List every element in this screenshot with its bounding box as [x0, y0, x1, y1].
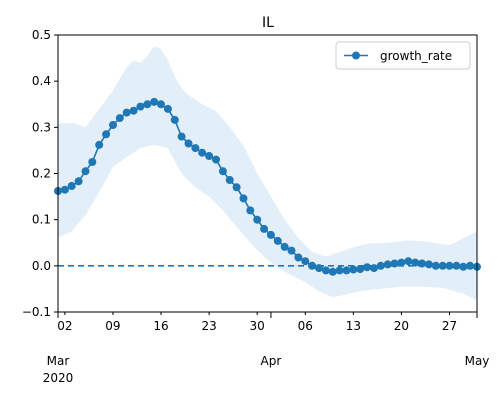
data-point [109, 121, 117, 129]
data-point [184, 139, 193, 148]
data-point [356, 265, 365, 274]
confidence-band-layer [58, 46, 477, 301]
legend-label: growth_rate [380, 49, 452, 63]
data-point [342, 266, 351, 275]
data-point [411, 258, 420, 267]
x-minor-tick-label: 20 [394, 319, 409, 333]
data-point [452, 261, 461, 270]
y-tick-label: 0.0 [32, 259, 51, 273]
data-point [294, 253, 303, 262]
data-point [170, 115, 179, 124]
data-point [397, 258, 406, 267]
data-point [212, 155, 220, 164]
data-point [390, 259, 399, 268]
x-major-tick-label: May [465, 354, 490, 368]
data-point [376, 261, 385, 270]
data-point [431, 261, 440, 270]
data-point [157, 100, 165, 109]
data-point [67, 182, 76, 190]
data-point [370, 264, 378, 273]
data-point [191, 144, 200, 153]
data-point [81, 167, 90, 176]
data-point [88, 158, 97, 166]
x-major-tick-label: Mar [47, 354, 70, 368]
data-point [308, 261, 317, 270]
data-point [301, 257, 310, 266]
x-minor-tick-label: 27 [442, 319, 457, 333]
y-tick-label: 0.3 [32, 120, 51, 134]
data-point [239, 194, 248, 203]
x-minor-tick-label: 23 [201, 319, 216, 333]
data-point [60, 185, 69, 194]
data-point [150, 97, 159, 106]
legend-box [335, 41, 471, 70]
x-minor-tick-label: 06 [298, 319, 313, 333]
x-major-tick-label: Apr [261, 354, 282, 368]
data-point [232, 183, 241, 192]
data-point [163, 104, 172, 113]
x-minor-tick-label: 02 [57, 319, 72, 333]
y-tick-label: 0.5 [32, 28, 51, 42]
y-tick-label: −0.1 [22, 305, 51, 319]
data-point [321, 266, 330, 275]
data-point [102, 130, 111, 139]
data-point [438, 261, 447, 270]
data-point [198, 148, 207, 157]
data-point [287, 246, 296, 255]
data-point [383, 260, 392, 269]
y-tick-label: 0.1 [32, 213, 51, 227]
data-point [424, 260, 433, 269]
data-point [253, 215, 262, 224]
data-point [136, 102, 145, 111]
y-tick-label: 0.2 [32, 167, 51, 181]
data-point [115, 114, 124, 123]
x-minor-tick-label: 09 [105, 319, 120, 333]
data-point [280, 242, 289, 251]
x-minor-tick-label: 13 [346, 319, 361, 333]
data-point [205, 152, 214, 160]
axes-layer: −0.1 0.0 0.1 0.2 0.3 0.4 0.5 02 09 16 23 30 06 13 20 27… [22, 28, 490, 385]
data-point [459, 262, 468, 271]
data-point [143, 100, 152, 109]
data-point [260, 224, 269, 233]
data-point [74, 177, 83, 186]
data-point [349, 265, 358, 274]
data-point [95, 140, 104, 149]
confidence-band [58, 46, 477, 301]
data-point [225, 176, 234, 184]
data-point [122, 108, 131, 117]
chart-title: IL [262, 15, 274, 31]
data-point [418, 259, 426, 268]
data-point [129, 106, 138, 115]
data-point [273, 236, 282, 245]
data-point [218, 167, 227, 176]
legend-marker [352, 51, 360, 60]
legend: growth_rate [335, 41, 471, 70]
data-point [246, 206, 255, 215]
data-point [466, 261, 475, 270]
data-point [266, 230, 275, 239]
data-point [445, 261, 454, 270]
x-minor-tick-label: 30 [250, 319, 265, 333]
data-point [315, 264, 323, 273]
data-point [328, 267, 337, 276]
data-point [177, 132, 186, 141]
data-point [404, 257, 413, 266]
data-point [335, 266, 344, 275]
y-tick-label: 0.4 [32, 74, 51, 88]
data-point [363, 263, 372, 272]
x-major-tick-sublabel: 2020 [43, 371, 74, 385]
x-minor-tick-label: 16 [153, 319, 168, 333]
